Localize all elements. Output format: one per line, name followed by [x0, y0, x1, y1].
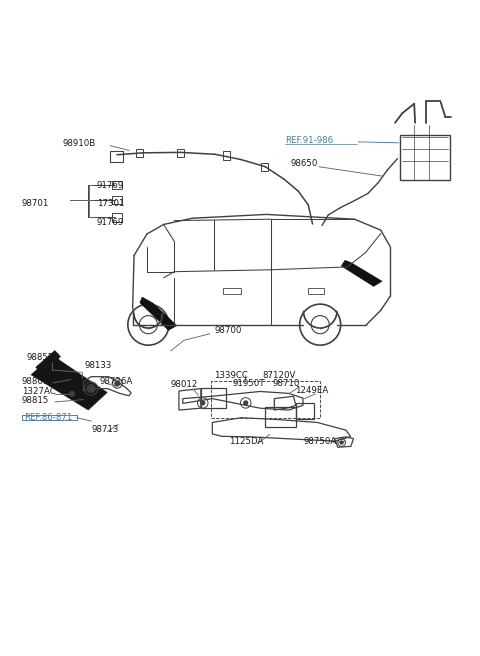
Polygon shape — [36, 350, 60, 373]
Text: 91769: 91769 — [97, 218, 124, 226]
Text: 98710: 98710 — [273, 379, 300, 388]
Bar — [201, 388, 226, 408]
Bar — [400, 134, 450, 180]
Text: 98750A: 98750A — [303, 437, 337, 445]
Circle shape — [87, 385, 95, 392]
Circle shape — [115, 381, 120, 386]
Text: 98801: 98801 — [22, 377, 49, 386]
Text: 98700: 98700 — [215, 326, 242, 335]
Bar — [112, 213, 121, 222]
Text: 9885RR: 9885RR — [27, 353, 60, 362]
Text: 98726A: 98726A — [99, 377, 132, 386]
Bar — [265, 407, 296, 427]
Bar — [112, 195, 121, 205]
Text: 98910B: 98910B — [62, 139, 96, 148]
Text: 1249EA: 1249EA — [295, 386, 329, 395]
Bar — [211, 381, 320, 418]
Text: 98133: 98133 — [85, 361, 112, 370]
Text: 1339CC: 1339CC — [214, 371, 248, 380]
Polygon shape — [341, 260, 382, 287]
Bar — [177, 148, 184, 157]
Text: 98701: 98701 — [22, 199, 49, 209]
Bar — [112, 180, 121, 189]
Polygon shape — [140, 297, 177, 331]
Circle shape — [340, 441, 343, 444]
Text: 98815: 98815 — [22, 396, 49, 405]
Bar — [262, 163, 268, 171]
Bar — [308, 289, 324, 294]
Circle shape — [244, 401, 248, 405]
Bar — [110, 152, 122, 162]
Bar — [223, 151, 230, 159]
Circle shape — [201, 401, 204, 405]
Text: 91950T: 91950T — [233, 379, 265, 388]
Circle shape — [70, 392, 74, 396]
Polygon shape — [31, 356, 108, 410]
Text: 1327AC: 1327AC — [22, 387, 56, 396]
Text: 98012: 98012 — [171, 380, 198, 389]
Bar — [223, 289, 241, 294]
Text: 87120V: 87120V — [262, 371, 295, 380]
Bar — [296, 403, 314, 419]
Text: 17301: 17301 — [97, 199, 124, 209]
Text: REF.86-871: REF.86-871 — [24, 413, 72, 422]
Text: 98713: 98713 — [91, 425, 119, 434]
Text: 98650: 98650 — [290, 159, 317, 168]
Bar — [136, 148, 143, 157]
Text: REF.91-986: REF.91-986 — [285, 136, 334, 146]
Text: 1125DA: 1125DA — [229, 437, 264, 445]
Text: 91769: 91769 — [97, 181, 124, 190]
